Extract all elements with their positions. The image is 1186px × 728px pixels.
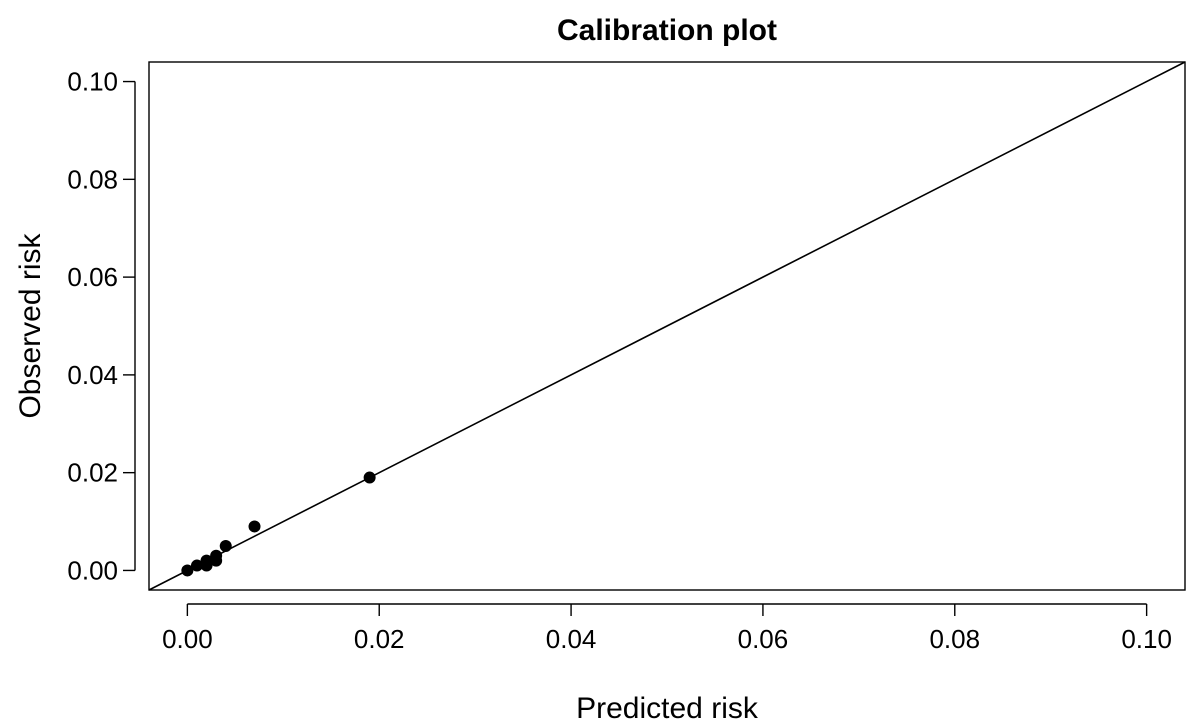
y-tick-label: 0.08 <box>67 164 118 194</box>
y-tick-label: 0.04 <box>67 360 118 390</box>
chart-title: Calibration plot <box>557 14 777 47</box>
y-tick-label: 0.00 <box>67 555 118 585</box>
x-tick-label: 0.02 <box>354 624 405 654</box>
x-tick-label: 0.10 <box>1121 624 1172 654</box>
points-layer <box>181 471 376 577</box>
data-point-2 <box>190 559 203 572</box>
data-point-6 <box>210 549 223 562</box>
x-tick-label: 0.06 <box>738 624 789 654</box>
data-point-4 <box>200 554 213 567</box>
reference-line-layer <box>148 61 1186 591</box>
data-point-9 <box>363 471 376 484</box>
plot-area-frame <box>148 61 1186 591</box>
x-tick-label: 0.00 <box>162 624 213 654</box>
x-axis: 0.00 0.02 0.04 0.06 0.08 0.10 <box>162 603 1172 654</box>
y-axis-label: Observed risk <box>14 232 47 418</box>
x-axis-label: Predicted risk <box>576 692 759 725</box>
x-tick-label: 0.04 <box>546 624 597 654</box>
data-point-1 <box>181 564 194 577</box>
data-point-8 <box>248 520 261 533</box>
identity-reference-line <box>148 61 1186 591</box>
y-tick-label: 0.06 <box>67 262 118 292</box>
y-axis: 0.00 0.02 0.04 0.06 0.08 0.10 <box>67 67 136 585</box>
x-tick-label: 0.08 <box>929 624 980 654</box>
data-point-7 <box>219 540 232 552</box>
y-tick-label: 0.10 <box>67 67 118 97</box>
y-tick-label: 0.02 <box>67 458 118 488</box>
